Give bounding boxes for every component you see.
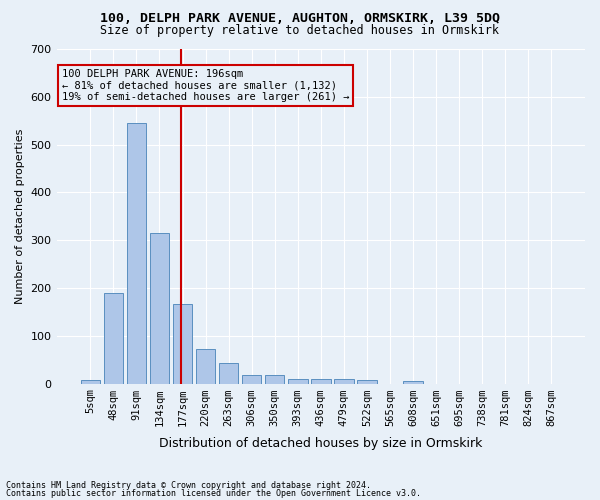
Bar [265, 375, 284, 384]
Bar [242, 375, 262, 384]
Bar [403, 381, 423, 384]
Bar [219, 363, 238, 384]
Bar [311, 378, 331, 384]
Text: Size of property relative to detached houses in Ormskirk: Size of property relative to detached ho… [101, 24, 499, 37]
Y-axis label: Number of detached properties: Number of detached properties [15, 128, 25, 304]
Bar [196, 348, 215, 384]
Bar [127, 123, 146, 384]
Text: 100, DELPH PARK AVENUE, AUGHTON, ORMSKIRK, L39 5DQ: 100, DELPH PARK AVENUE, AUGHTON, ORMSKIR… [100, 12, 500, 26]
Bar [357, 380, 377, 384]
Bar [334, 378, 353, 384]
Text: Contains HM Land Registry data © Crown copyright and database right 2024.: Contains HM Land Registry data © Crown c… [6, 481, 371, 490]
Text: 100 DELPH PARK AVENUE: 196sqm
← 81% of detached houses are smaller (1,132)
19% o: 100 DELPH PARK AVENUE: 196sqm ← 81% of d… [62, 69, 349, 102]
Text: Contains public sector information licensed under the Open Government Licence v3: Contains public sector information licen… [6, 488, 421, 498]
Bar [288, 378, 308, 384]
X-axis label: Distribution of detached houses by size in Ormskirk: Distribution of detached houses by size … [159, 437, 482, 450]
Bar [80, 380, 100, 384]
Bar [104, 292, 123, 384]
Bar [149, 233, 169, 384]
Bar [173, 304, 193, 384]
